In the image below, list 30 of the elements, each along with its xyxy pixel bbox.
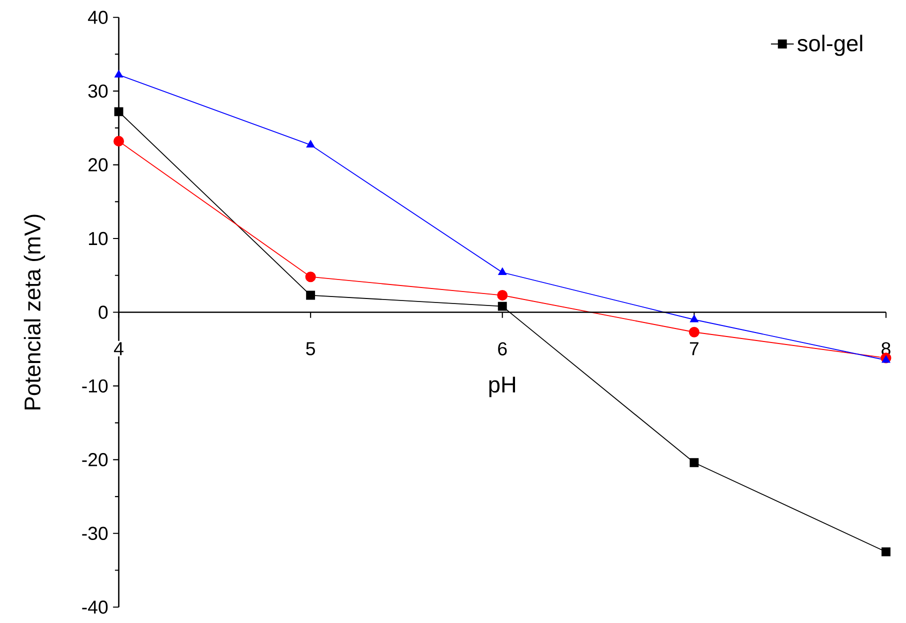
point xyxy=(306,290,316,300)
y-tick-label: 10 xyxy=(88,232,108,246)
x-axis-title: pH xyxy=(489,376,516,398)
x-tick-label: 7 xyxy=(690,342,698,356)
point xyxy=(497,290,508,300)
y-tick-label: 0 xyxy=(98,306,108,319)
x-tick-label: 6 xyxy=(498,342,507,356)
y-tick-label: 20 xyxy=(88,158,108,172)
y-tick-label: -20 xyxy=(82,452,108,466)
point xyxy=(498,302,507,311)
x-tick-label: 4 xyxy=(114,342,124,356)
point xyxy=(688,326,700,338)
point xyxy=(306,140,315,148)
point xyxy=(305,272,316,282)
point xyxy=(690,458,699,468)
y-tick-label: 40 xyxy=(88,10,108,24)
point xyxy=(114,70,123,78)
y-tick-label: -30 xyxy=(82,526,108,540)
y-tick-label: 30 xyxy=(88,84,108,98)
y-tick-label: -40 xyxy=(82,600,108,614)
point xyxy=(498,268,507,275)
y-axis-title: Potencial zeta (mV) xyxy=(24,214,45,410)
point xyxy=(114,107,124,116)
point xyxy=(882,355,890,363)
x-tick-label: 5 xyxy=(306,342,315,356)
y-tick-label: -10 xyxy=(82,379,108,393)
point xyxy=(882,547,890,556)
point xyxy=(113,136,124,146)
legend-label: sol-gel xyxy=(798,34,862,56)
point xyxy=(690,314,698,322)
